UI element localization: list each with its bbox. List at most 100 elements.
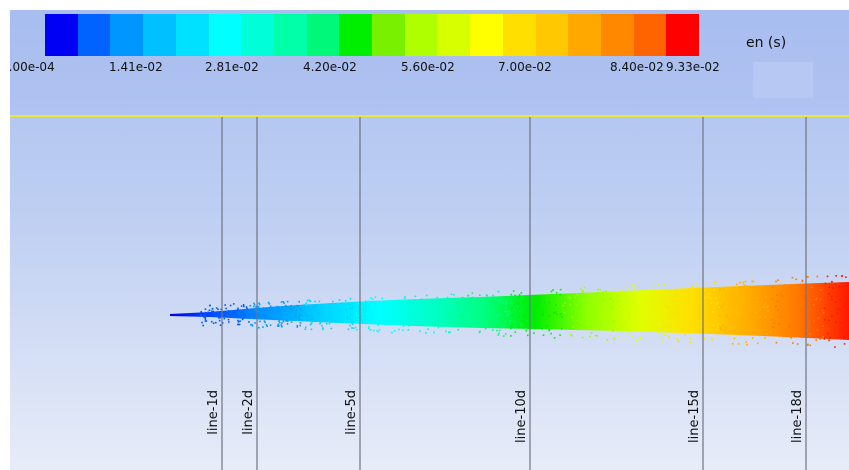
spray-particle [203,316,205,318]
spray-particle [747,288,749,290]
spray-particle [306,299,309,302]
spray-particle [524,313,526,316]
spray-particle [381,297,384,300]
spray-particle [599,308,601,311]
spray-particle [556,313,558,316]
spray-particle [375,323,378,325]
spray-particle [641,324,643,327]
spray-particle [356,328,358,331]
spray-particle [843,305,846,308]
spray-particle [250,317,253,319]
spray-particle [550,332,552,335]
spray-particle [822,311,825,314]
spray-particle [525,330,528,332]
spray-particle [750,328,753,330]
spray-particle [742,282,745,284]
spray-particle [285,319,287,322]
spray-particle [381,313,383,315]
spray-particle [689,341,692,343]
spray-particle [368,316,370,318]
spray-plume [170,282,849,340]
colorbar-tick-label: 1.41e-02 [109,60,163,74]
spray-particle [508,313,510,316]
spray-particle [746,317,748,320]
spray-particle [631,290,633,292]
spray-particle [716,326,719,329]
spray-particle [425,332,427,334]
spray-particle [318,300,321,303]
spray-particle [351,307,354,310]
spray-particle [243,305,245,308]
spray-particle [822,336,825,338]
spray-particle [773,322,775,325]
spray-particle [685,320,687,323]
spray-particle [202,324,204,327]
probe-line-label: line-15d [687,390,702,443]
spray-particle [402,325,405,327]
spray-particle [734,329,737,332]
spray-particle [528,325,531,327]
spray-particle [489,301,491,303]
spray-particle [487,313,490,315]
spray-particle [555,292,558,294]
colorbar-swatch [241,14,274,56]
spray-particle [404,297,406,299]
spray-particle [262,312,264,314]
spray-particle [788,323,790,326]
spray-particle [789,290,791,292]
spray-particle [362,302,364,304]
spray-particle [518,315,520,318]
spray-particle [690,302,693,305]
spray-particle [524,295,527,298]
spray-particle [340,302,343,305]
spray-particle [797,319,799,322]
spray-particle [581,291,584,294]
spray-particle [673,300,675,303]
spray-particle [287,320,289,323]
spray-particle [309,323,312,326]
spray-particle [834,346,836,348]
spray-particle [664,334,667,336]
spray-particle [790,336,792,339]
spray-particle [639,336,641,339]
spray-particle [372,305,374,308]
spray-particle [412,303,415,305]
spray-particle [414,295,417,298]
spray-particle [816,275,819,278]
spray-particle [845,276,847,278]
spray-particle [377,330,380,333]
spray-particle [212,311,215,313]
spray-particle [691,325,693,328]
spray-particle [599,289,602,291]
spray-particle [349,307,352,309]
spray-particle [390,300,392,302]
spray-particle [701,306,703,308]
spray-particle [595,318,597,321]
spray-particle [290,321,293,323]
spray-particle [450,320,452,323]
spray-particle [272,309,274,311]
spray-particle [339,310,342,313]
spray-particle [832,287,835,290]
spray-particle [767,305,769,307]
spray-particle [559,293,562,296]
spray-particle [487,315,490,317]
spray-particle [572,326,574,328]
spray-particle [710,302,712,304]
graphics-viewport[interactable]: 1.00e-04 1.41e-02 2.81e-02 4.20e-02 5.60e-02… [10,10,849,470]
spray-particle [511,314,513,317]
spray-particle [454,307,456,309]
spray-particle [765,296,767,298]
spray-particle [217,314,219,316]
colorbar-swatch [633,14,667,56]
spray-particle [612,330,614,332]
spray-particle [624,316,627,318]
spray-particle [517,308,519,311]
spray-particle [467,294,469,297]
spray-particle [731,305,734,307]
spray-particle [277,308,279,310]
spray-particle [305,302,308,304]
spray-particle [251,323,253,326]
spray-particle [387,300,389,303]
spray-particle [739,318,741,320]
